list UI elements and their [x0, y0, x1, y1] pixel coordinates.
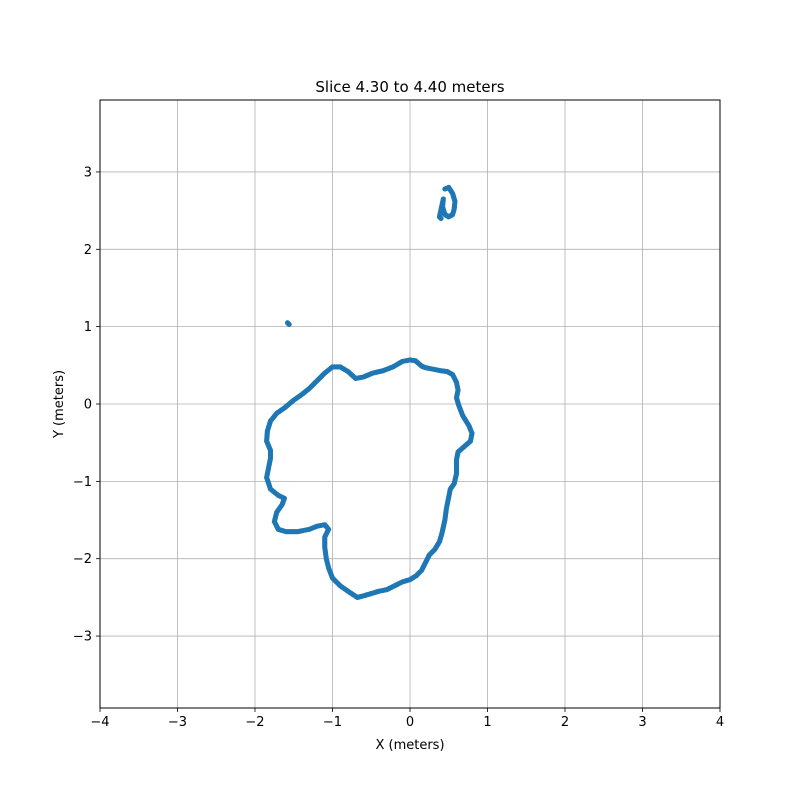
y-tick-label: 2	[84, 243, 92, 258]
y-tick-label: −1	[73, 475, 92, 490]
x-tick-label: 4	[716, 715, 724, 730]
y-tick-label: −3	[73, 630, 92, 645]
data-point	[438, 215, 444, 221]
grid	[99, 100, 721, 708]
y-tick-label: 1	[84, 320, 92, 335]
data-point	[405, 357, 411, 363]
y-tick-label: −2	[73, 552, 92, 567]
series-1	[436, 184, 458, 221]
data-point	[286, 321, 292, 327]
x-tick-label: −3	[168, 715, 187, 730]
y-axis-label: Y (meters)	[52, 370, 67, 439]
x-tick-label: 1	[483, 715, 491, 730]
x-axis-label: X (meters)	[375, 738, 444, 753]
y-tick-label: 0	[84, 398, 92, 413]
y-tick-label: 3	[84, 165, 92, 180]
series-2	[284, 320, 292, 327]
data-points	[264, 184, 475, 600]
series-0	[264, 357, 475, 600]
chart-title: Slice 4.30 to 4.40 meters	[315, 78, 504, 96]
x-tick-label: −1	[323, 715, 342, 730]
x-tick-label: 0	[406, 715, 414, 730]
ticks: −4 −3 −2 −1 0 1 2 3 4 −3 −2 −1 0 1 2 3	[73, 165, 724, 730]
x-tick-label: 3	[638, 715, 646, 730]
x-tick-label: 2	[561, 715, 569, 730]
x-tick-label: −4	[90, 715, 109, 730]
x-tick-label: −2	[245, 715, 264, 730]
